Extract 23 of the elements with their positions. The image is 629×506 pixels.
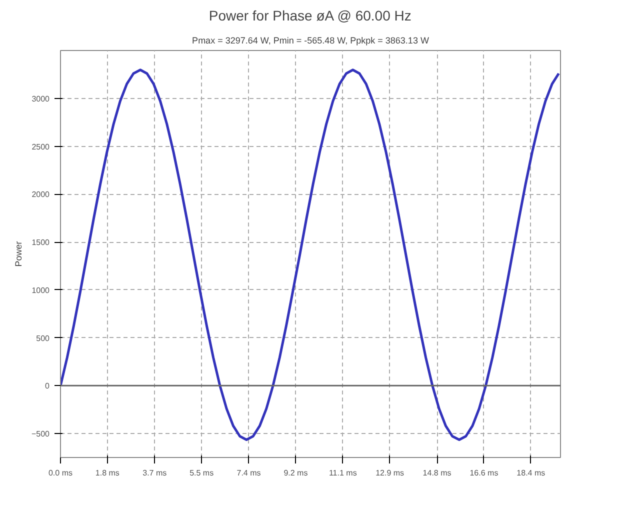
- y-tick-label: 3000: [32, 94, 50, 104]
- x-tick-label: 1.8 ms: [95, 468, 120, 478]
- chart-subtitle: Pmax = 3297.64 W, Pmin = -565.48 W, Ppkpk = 3863.13 W: [192, 36, 430, 46]
- y-tick-label: 2500: [32, 142, 50, 152]
- y-tick-label: −500: [31, 430, 50, 439]
- x-tick-label: 0.0 ms: [48, 468, 73, 478]
- y-tick-label: 1000: [32, 286, 50, 295]
- chart-title: Power for Phase øA @ 60.00 Hz: [208, 8, 412, 24]
- x-tick-label: 3.7 ms: [142, 468, 167, 478]
- x-tick-label: 9.2 ms: [284, 468, 308, 478]
- y-tick-label: 1500: [32, 238, 50, 248]
- x-tick-label: 16.6 ms: [470, 468, 498, 478]
- x-tick-label: 14.8 ms: [422, 468, 452, 478]
- y-axis-title: Power: [13, 241, 24, 267]
- line-series: [60, 68, 560, 442]
- y-tick-label: 0: [45, 382, 50, 391]
- x-tick-label: 12.9 ms: [376, 468, 404, 478]
- y-tick-label: 500: [36, 334, 50, 343]
- y-tick-label: 2000: [32, 190, 50, 200]
- x-tick-label: 18.4 ms: [516, 468, 546, 478]
- x-tick-label: 11.1 ms: [328, 468, 357, 478]
- x-tick-label: 5.5 ms: [190, 468, 214, 478]
- x-tick-label: 7.4 ms: [236, 468, 261, 478]
